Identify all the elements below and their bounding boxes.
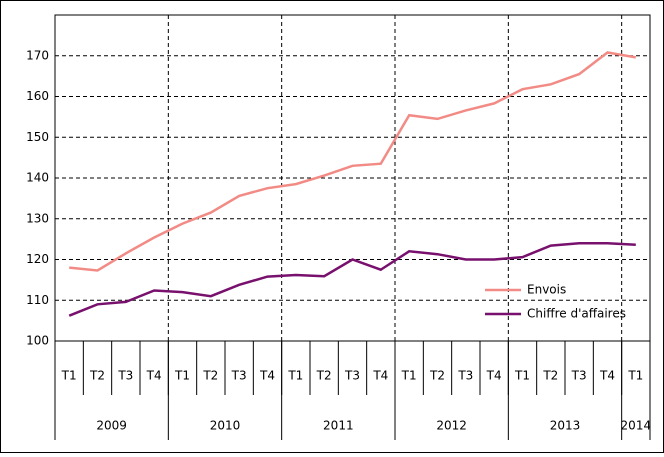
x-tick-label: T3 (231, 369, 247, 383)
x-tick-label: T3 (457, 369, 473, 383)
year-label: 2014 (621, 419, 652, 433)
x-tick-label: T4 (146, 369, 162, 383)
x-tick-label: T1 (401, 369, 417, 383)
year-label: 2012 (436, 419, 467, 433)
y-tick-label: 130 (26, 211, 49, 225)
x-tick-label: T4 (372, 369, 388, 383)
y-tick-label: 100 (26, 334, 49, 348)
plot-frame (54, 14, 651, 342)
x-tick-label: T4 (486, 369, 502, 383)
y-tick-label: 140 (26, 171, 49, 185)
x-tick-label: T1 (287, 369, 303, 383)
x-tick-label: T4 (259, 369, 275, 383)
series-line (68, 241, 636, 317)
y-tick-label: 160 (26, 89, 49, 103)
x-tick-label: T3 (571, 369, 587, 383)
y-tick-label: 150 (26, 130, 49, 144)
x-tick-label: T1 (61, 369, 77, 383)
x-tick-label: T2 (316, 369, 332, 383)
y-tick-label: 170 (26, 48, 49, 62)
x-tick-label: T2 (89, 369, 105, 383)
y-tick-label: 120 (26, 252, 49, 266)
x-tick-label: T3 (344, 369, 360, 383)
legend-label: Chiffre d'affaires (527, 307, 626, 321)
x-tick-label: T1 (174, 369, 190, 383)
x-tick-label: T1 (627, 369, 643, 383)
year-label: 2010 (210, 419, 241, 433)
year-label: 2013 (550, 419, 581, 433)
x-tick-label: T4 (599, 369, 615, 383)
x-tick-label: T3 (117, 369, 133, 383)
year-label: 2009 (96, 419, 127, 433)
x-tick-label: T2 (542, 369, 558, 383)
year-label: 2011 (323, 419, 354, 433)
series-line (69, 51, 637, 272)
x-tick-label: T1 (514, 369, 530, 383)
x-tick-label: T2 (202, 369, 218, 383)
legend-label: Envois (527, 283, 566, 297)
x-tick-label: T2 (429, 369, 445, 383)
y-tick-label: 110 (26, 293, 49, 307)
